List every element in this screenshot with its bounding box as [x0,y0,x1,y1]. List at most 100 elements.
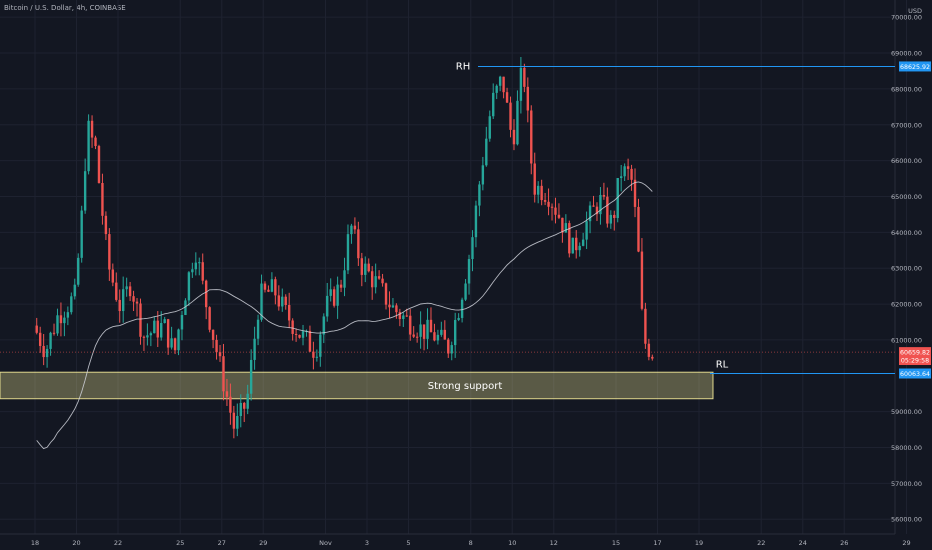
candle-body [495,85,498,93]
candle-body [592,205,595,207]
candle-body [575,237,578,251]
candle-body [77,257,80,285]
candle-body [519,67,523,101]
candle-body [633,179,637,207]
x-tick-label: 25 [176,539,184,547]
support-label: Strong support [428,381,503,392]
candle-body [146,335,149,338]
candle-body [281,296,284,307]
currency-label: USD [908,7,922,15]
candle-body [350,225,353,235]
candle-body [360,258,364,275]
candle-body [243,402,246,409]
candle-body [66,312,70,318]
candle-body [291,320,294,334]
candle-body [505,92,509,103]
candle-body [533,163,536,195]
candle-body [166,319,170,348]
candle-body [585,221,588,240]
candle-body [602,194,606,197]
candle-body [191,269,194,273]
candle-body [115,282,118,300]
candle-body [450,345,453,354]
y-tick-label: 70000.00 [891,14,922,22]
y-tick-label: 62000.00 [891,301,922,309]
candle-body [464,283,467,300]
candle-body [485,138,488,166]
candle-body [488,116,491,139]
price-badge-label: 05:29:58 [901,358,929,365]
candle-body [63,317,66,324]
x-tick-label: 18 [31,539,39,547]
price-badge [899,355,931,366]
candle-body [651,356,654,359]
candle-body [326,295,329,317]
candle-body [588,205,592,222]
candle-body [35,325,38,333]
candle-body [440,329,443,335]
candle-body [536,185,540,195]
price-badge-label: 60659.82 [900,350,930,357]
candle-body [422,324,426,339]
candle-body [236,415,239,429]
moving-average [36,181,653,450]
candle-body [481,165,485,185]
candle-body [153,320,156,334]
candle-body [45,348,49,358]
rh-label: RH [456,61,470,72]
candle-body [170,338,173,348]
candle-body [453,319,457,346]
candle-body [377,276,381,279]
candle-body [111,269,115,283]
chart-symbol-title: Bitcoin / U.S. Dollar, 4h, COINBASE [4,4,126,12]
candle-body [94,137,97,147]
candle-body [135,301,139,304]
levels: RH RL [0,61,895,374]
candle-body [90,120,94,138]
candle-body [108,234,111,270]
candle-body [443,329,447,340]
candle-body [270,279,274,292]
candle-body [184,300,187,316]
candle-body [49,332,52,349]
candle-body [457,317,460,320]
candle-body [599,194,602,215]
candle-body [267,289,270,292]
candle-body [222,356,225,392]
candle-body [298,334,301,338]
candle-body [225,391,229,397]
candle-body [56,315,59,334]
candle-body [52,332,56,334]
candle-body [232,412,236,429]
x-tick-label: 22 [114,539,122,547]
candle-body [609,214,613,224]
y-tick-label: 59000.00 [891,408,922,416]
y-tick-label: 66000.00 [891,157,922,165]
candle-body [160,322,163,338]
candle-body [301,331,305,338]
price-badge-label: 60063.64 [900,371,930,378]
candle-body [498,76,502,86]
candle-body [367,263,370,272]
candle-body [198,262,201,264]
candle-body [125,286,128,290]
candle-body [467,259,471,284]
support-zone-rect [0,371,714,400]
candle-body [87,120,90,172]
candle-body [142,336,146,338]
candle-body [260,283,263,320]
candle-body [568,223,571,254]
y-tick-label: 63000.00 [891,265,922,273]
candle-body [118,299,121,312]
candle-body [329,289,332,296]
x-tick-label: 12 [550,539,558,547]
candle-body [419,324,422,337]
candle-body [239,402,242,416]
candle-body [640,251,644,309]
x-tick-label: 19 [695,539,703,547]
support-zone: Strong support [0,371,714,400]
candles [35,56,654,439]
y-tick-label: 65000.00 [891,193,922,201]
